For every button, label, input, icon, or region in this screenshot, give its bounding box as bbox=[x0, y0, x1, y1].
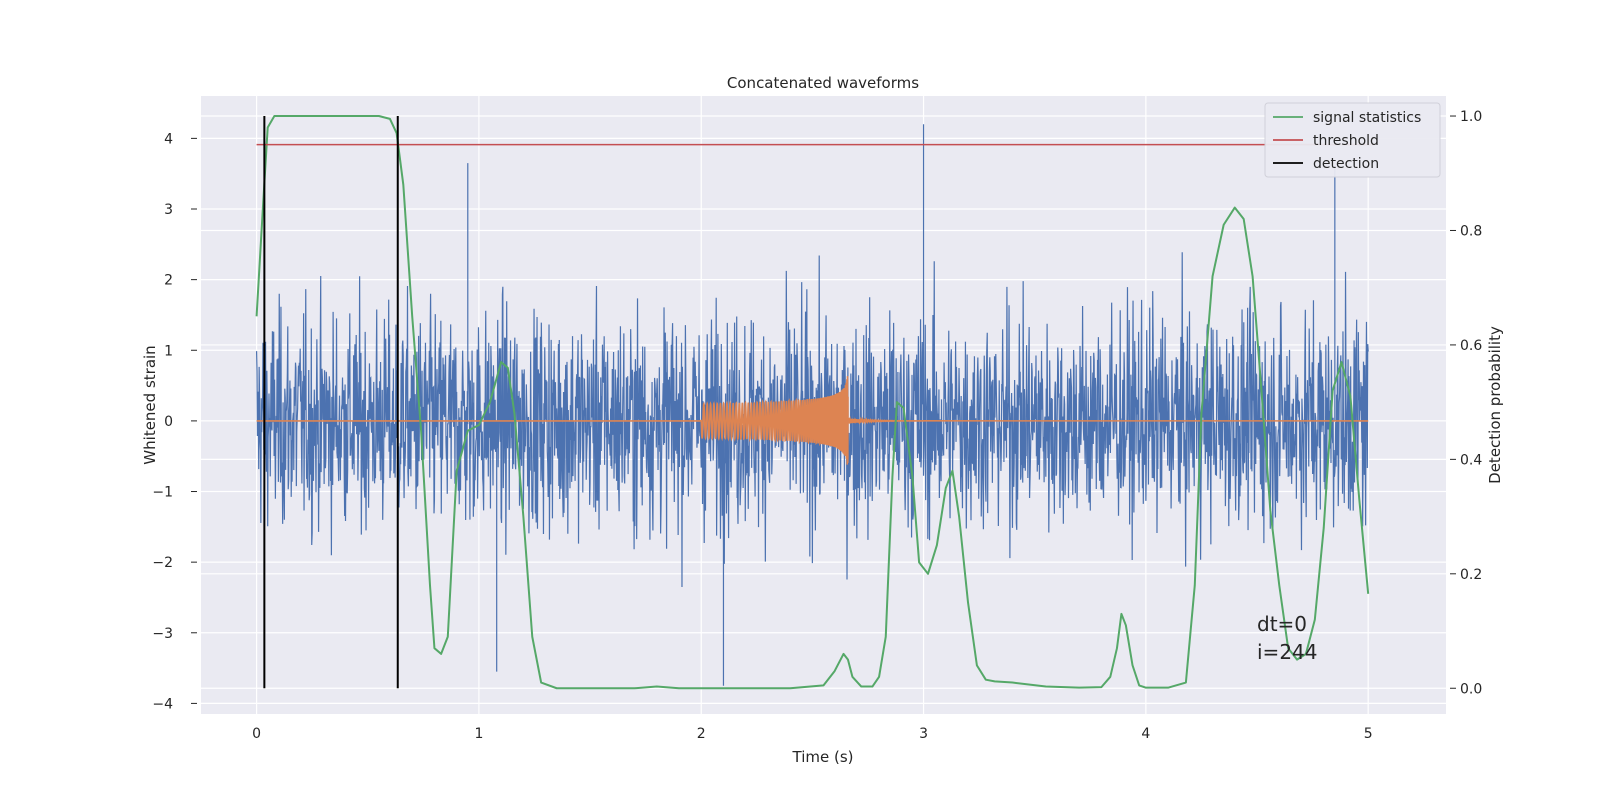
signal-statistics-series bbox=[255, 115, 1375, 690]
annotation-i: i=244 bbox=[1257, 640, 1318, 664]
x-tick-label: 4 bbox=[1141, 726, 1150, 742]
chart-title: Concatenated waveforms bbox=[727, 74, 919, 92]
y2-tick-label: 0.0 bbox=[1460, 681, 1482, 697]
legend-box bbox=[1264, 102, 1441, 178]
x-tick-label: 3 bbox=[919, 726, 928, 742]
x-tick-label: 5 bbox=[1364, 726, 1373, 742]
y-tick-label: −3 bbox=[152, 626, 173, 642]
y-tick-label: 1 bbox=[164, 343, 173, 359]
y2-tick-label: 0.6 bbox=[1460, 338, 1482, 354]
y2-tick-label: 0.2 bbox=[1460, 567, 1482, 583]
x-tick-label: 1 bbox=[474, 726, 483, 742]
y2-tick-label: 0.4 bbox=[1460, 452, 1482, 468]
y-tick-label: 3 bbox=[164, 202, 173, 218]
y-tick-label: 0 bbox=[164, 414, 173, 430]
y-tick-label: 2 bbox=[164, 273, 173, 289]
legend-label-detection: detection bbox=[1313, 156, 1379, 172]
y-tick-label: −4 bbox=[152, 696, 173, 712]
y2-tick-label: 1.0 bbox=[1460, 109, 1482, 125]
signal-statistics-line bbox=[255, 115, 1370, 690]
x-axis-label: Time (s) bbox=[792, 748, 854, 766]
x-tick-label: 2 bbox=[697, 726, 706, 742]
x-tick-label: 0 bbox=[252, 726, 261, 742]
legend-label-signal-statistics: signal statistics bbox=[1313, 110, 1421, 126]
y2-tick-label: 0.8 bbox=[1460, 223, 1482, 239]
template-chirp-line bbox=[256, 376, 1369, 465]
legend-label-threshold: threshold bbox=[1313, 133, 1379, 149]
strain-series bbox=[255, 124, 1369, 686]
y-tick-label: 4 bbox=[164, 131, 173, 147]
annotation-dt: dt=0 bbox=[1257, 612, 1307, 636]
y-axis-label: Whitened strain bbox=[141, 345, 159, 464]
strain-noise-line bbox=[255, 124, 1369, 686]
y2-axis-label: Detection probability bbox=[1486, 326, 1504, 484]
legend: signal statistics threshold detection bbox=[1264, 102, 1441, 178]
template-series bbox=[256, 376, 1369, 465]
y-tick-label: −1 bbox=[152, 485, 173, 501]
y-tick-label: −2 bbox=[152, 555, 173, 571]
ticks: 0 1 2 3 4 5 −4 −3 −2 −1 0 1 2 3 4 0.0 0.2 0.4 0.6 0.8 1.0 bbox=[152, 109, 1482, 742]
